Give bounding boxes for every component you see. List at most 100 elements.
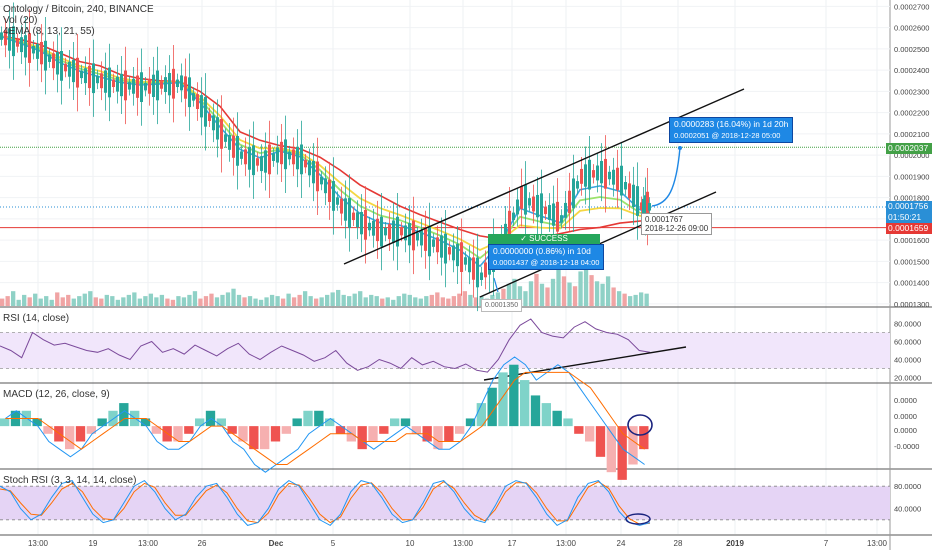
macd-histogram-bar (574, 426, 584, 434)
volume-bar (60, 297, 65, 306)
volume-bar (413, 297, 418, 306)
success-badge: ✓ SUCCESS (488, 234, 600, 244)
candle-body (392, 220, 395, 243)
macd-histogram-bar (151, 426, 161, 434)
macd-histogram-bar (541, 403, 551, 427)
volume-bar (286, 293, 291, 306)
volume-bar (77, 296, 82, 306)
low-price-label: 0.0001350 (481, 299, 523, 312)
macd-histogram-bar (292, 418, 302, 427)
macd-histogram-bar (498, 372, 508, 427)
volume-bar (550, 278, 556, 306)
macd-histogram-bar (400, 418, 411, 427)
volume-bar (82, 293, 87, 306)
candle-body (388, 224, 391, 240)
candle-body (468, 257, 471, 273)
candle-body (204, 96, 207, 127)
macd-histogram-bar (43, 426, 53, 434)
time-tick-label: 13:00 (867, 539, 888, 548)
price-tick-label: 0.0002200 (894, 109, 929, 118)
trade-callout[interactable]: 0.0000000 (0.86%) in 10d 0.0001437 @ 201… (488, 244, 605, 270)
candle-body (216, 117, 219, 140)
macd-histogram-bar (65, 426, 75, 450)
candle-body (76, 57, 79, 88)
candle-body (372, 220, 375, 236)
volume-bar (297, 294, 302, 306)
macd-histogram-bar (303, 410, 313, 427)
macd-histogram-bar (476, 403, 486, 427)
candle-body (640, 202, 643, 210)
volume-bar (231, 288, 236, 306)
volume-bar (16, 299, 21, 306)
volume-bar (611, 287, 616, 306)
volume-bar (517, 286, 523, 306)
stoch-d-line (0, 481, 651, 525)
macd-histogram-bar (639, 426, 649, 450)
price-tick-label: 0.0002000 (894, 151, 929, 160)
volume-bar (407, 294, 412, 306)
volume-bar (424, 296, 429, 306)
macd-histogram-bar (335, 426, 346, 434)
price-tick-label: 0.0001500 (894, 257, 929, 266)
candle-body (616, 167, 619, 191)
candle-body (152, 74, 155, 98)
volume-bar (451, 296, 457, 306)
macd-histogram-bar (227, 426, 237, 434)
macd-annotation-circle (627, 414, 653, 436)
projection-callout[interactable]: 0.0000283 (16.04%) in 1d 20h 0.0002051 @… (669, 117, 794, 143)
candle-body (172, 68, 175, 99)
price-flag[interactable]: 0.0001767 2018-12-26 09:00 (641, 213, 713, 235)
candle-body (180, 75, 183, 91)
candle-body (308, 160, 311, 176)
macd-histogram-bar (357, 426, 367, 450)
volume-bar (275, 296, 280, 306)
rsi-legend: RSI (14, close) (3, 313, 70, 324)
volume-bar (539, 283, 545, 306)
candle-body (576, 181, 579, 189)
flag-date: 2018-12-26 09:00 (645, 224, 709, 233)
candle-body (260, 156, 263, 172)
candle-body (588, 159, 591, 190)
time-tick-label: 17 (508, 539, 517, 548)
macd-histogram-bar (487, 387, 497, 427)
rsi-tick-label: 20.0000 (894, 374, 921, 383)
volume-bar (187, 294, 192, 306)
volume-bar (594, 281, 600, 306)
volume-bar (396, 296, 401, 306)
volume-bar (512, 278, 517, 306)
candle-body (648, 203, 651, 211)
volume-bar (374, 296, 379, 306)
candle-body (200, 95, 203, 118)
candle-body (642, 198, 645, 214)
volume-bar (192, 291, 198, 306)
candle-body (540, 193, 543, 224)
candle-body (380, 216, 383, 247)
current-price-label: 0.0001756 (886, 201, 932, 212)
candle-body (8, 28, 11, 51)
macd-histogram-bar (379, 426, 389, 434)
candle-body (368, 222, 371, 231)
candle-body (646, 191, 649, 222)
candle-body (416, 233, 419, 241)
candle-body (456, 243, 459, 267)
time-tick-label: 13:00 (453, 539, 474, 548)
chart-title: Ontology / Bitcoin, 240, BINANCE (3, 4, 154, 15)
macd-histogram-bar (281, 426, 291, 434)
candle-body (464, 257, 467, 265)
candle-body (36, 43, 39, 59)
macd-histogram-bar (455, 426, 465, 434)
candle-body (92, 63, 95, 94)
macd-histogram-bar (260, 426, 270, 450)
volume-bar (148, 293, 154, 306)
volume-bar (44, 296, 49, 306)
volume-bar (38, 298, 43, 306)
volume-bar (369, 294, 374, 306)
macd-histogram-bar (314, 410, 324, 427)
volume-bar (402, 293, 407, 306)
candle-body (184, 76, 187, 99)
candle-body (600, 160, 603, 184)
candle-body (356, 212, 359, 228)
volume-bar (319, 297, 324, 306)
volume-bar (545, 287, 550, 306)
